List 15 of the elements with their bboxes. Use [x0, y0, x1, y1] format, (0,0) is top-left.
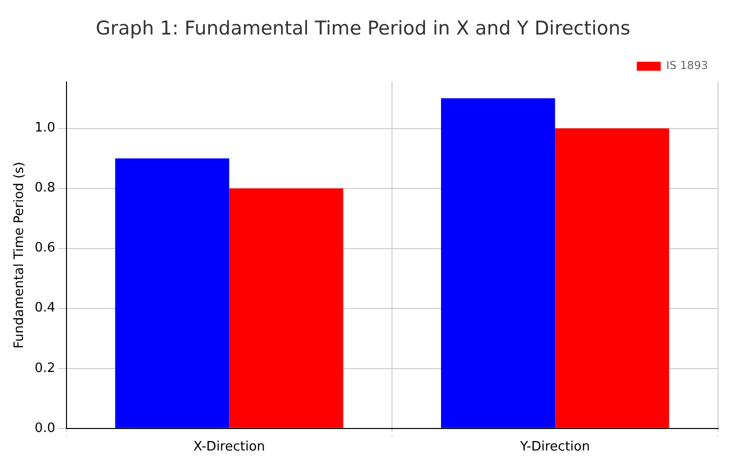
chart-title: Graph 1: Fundamental Time Period in X and Y Directions	[96, 17, 630, 40]
bar	[115, 158, 230, 428]
bar	[441, 98, 556, 428]
y-tick-label: 0.4	[34, 300, 56, 316]
y-tick-label: 1.0	[34, 120, 56, 136]
y-tick-label: 0.0	[34, 420, 56, 436]
legend-label: IS 1893	[666, 59, 708, 72]
y-tick-label: 0.8	[34, 180, 56, 196]
y-tick-label: 0.6	[34, 240, 56, 256]
y-axis-title: Fundamental Time Period (s)	[12, 162, 28, 348]
x-tick-label: Y-Direction	[519, 440, 590, 455]
x-tick-label: X-Direction	[193, 440, 266, 455]
bar	[229, 188, 344, 428]
bar	[555, 128, 670, 428]
y-tick-label: 0.2	[34, 360, 56, 376]
